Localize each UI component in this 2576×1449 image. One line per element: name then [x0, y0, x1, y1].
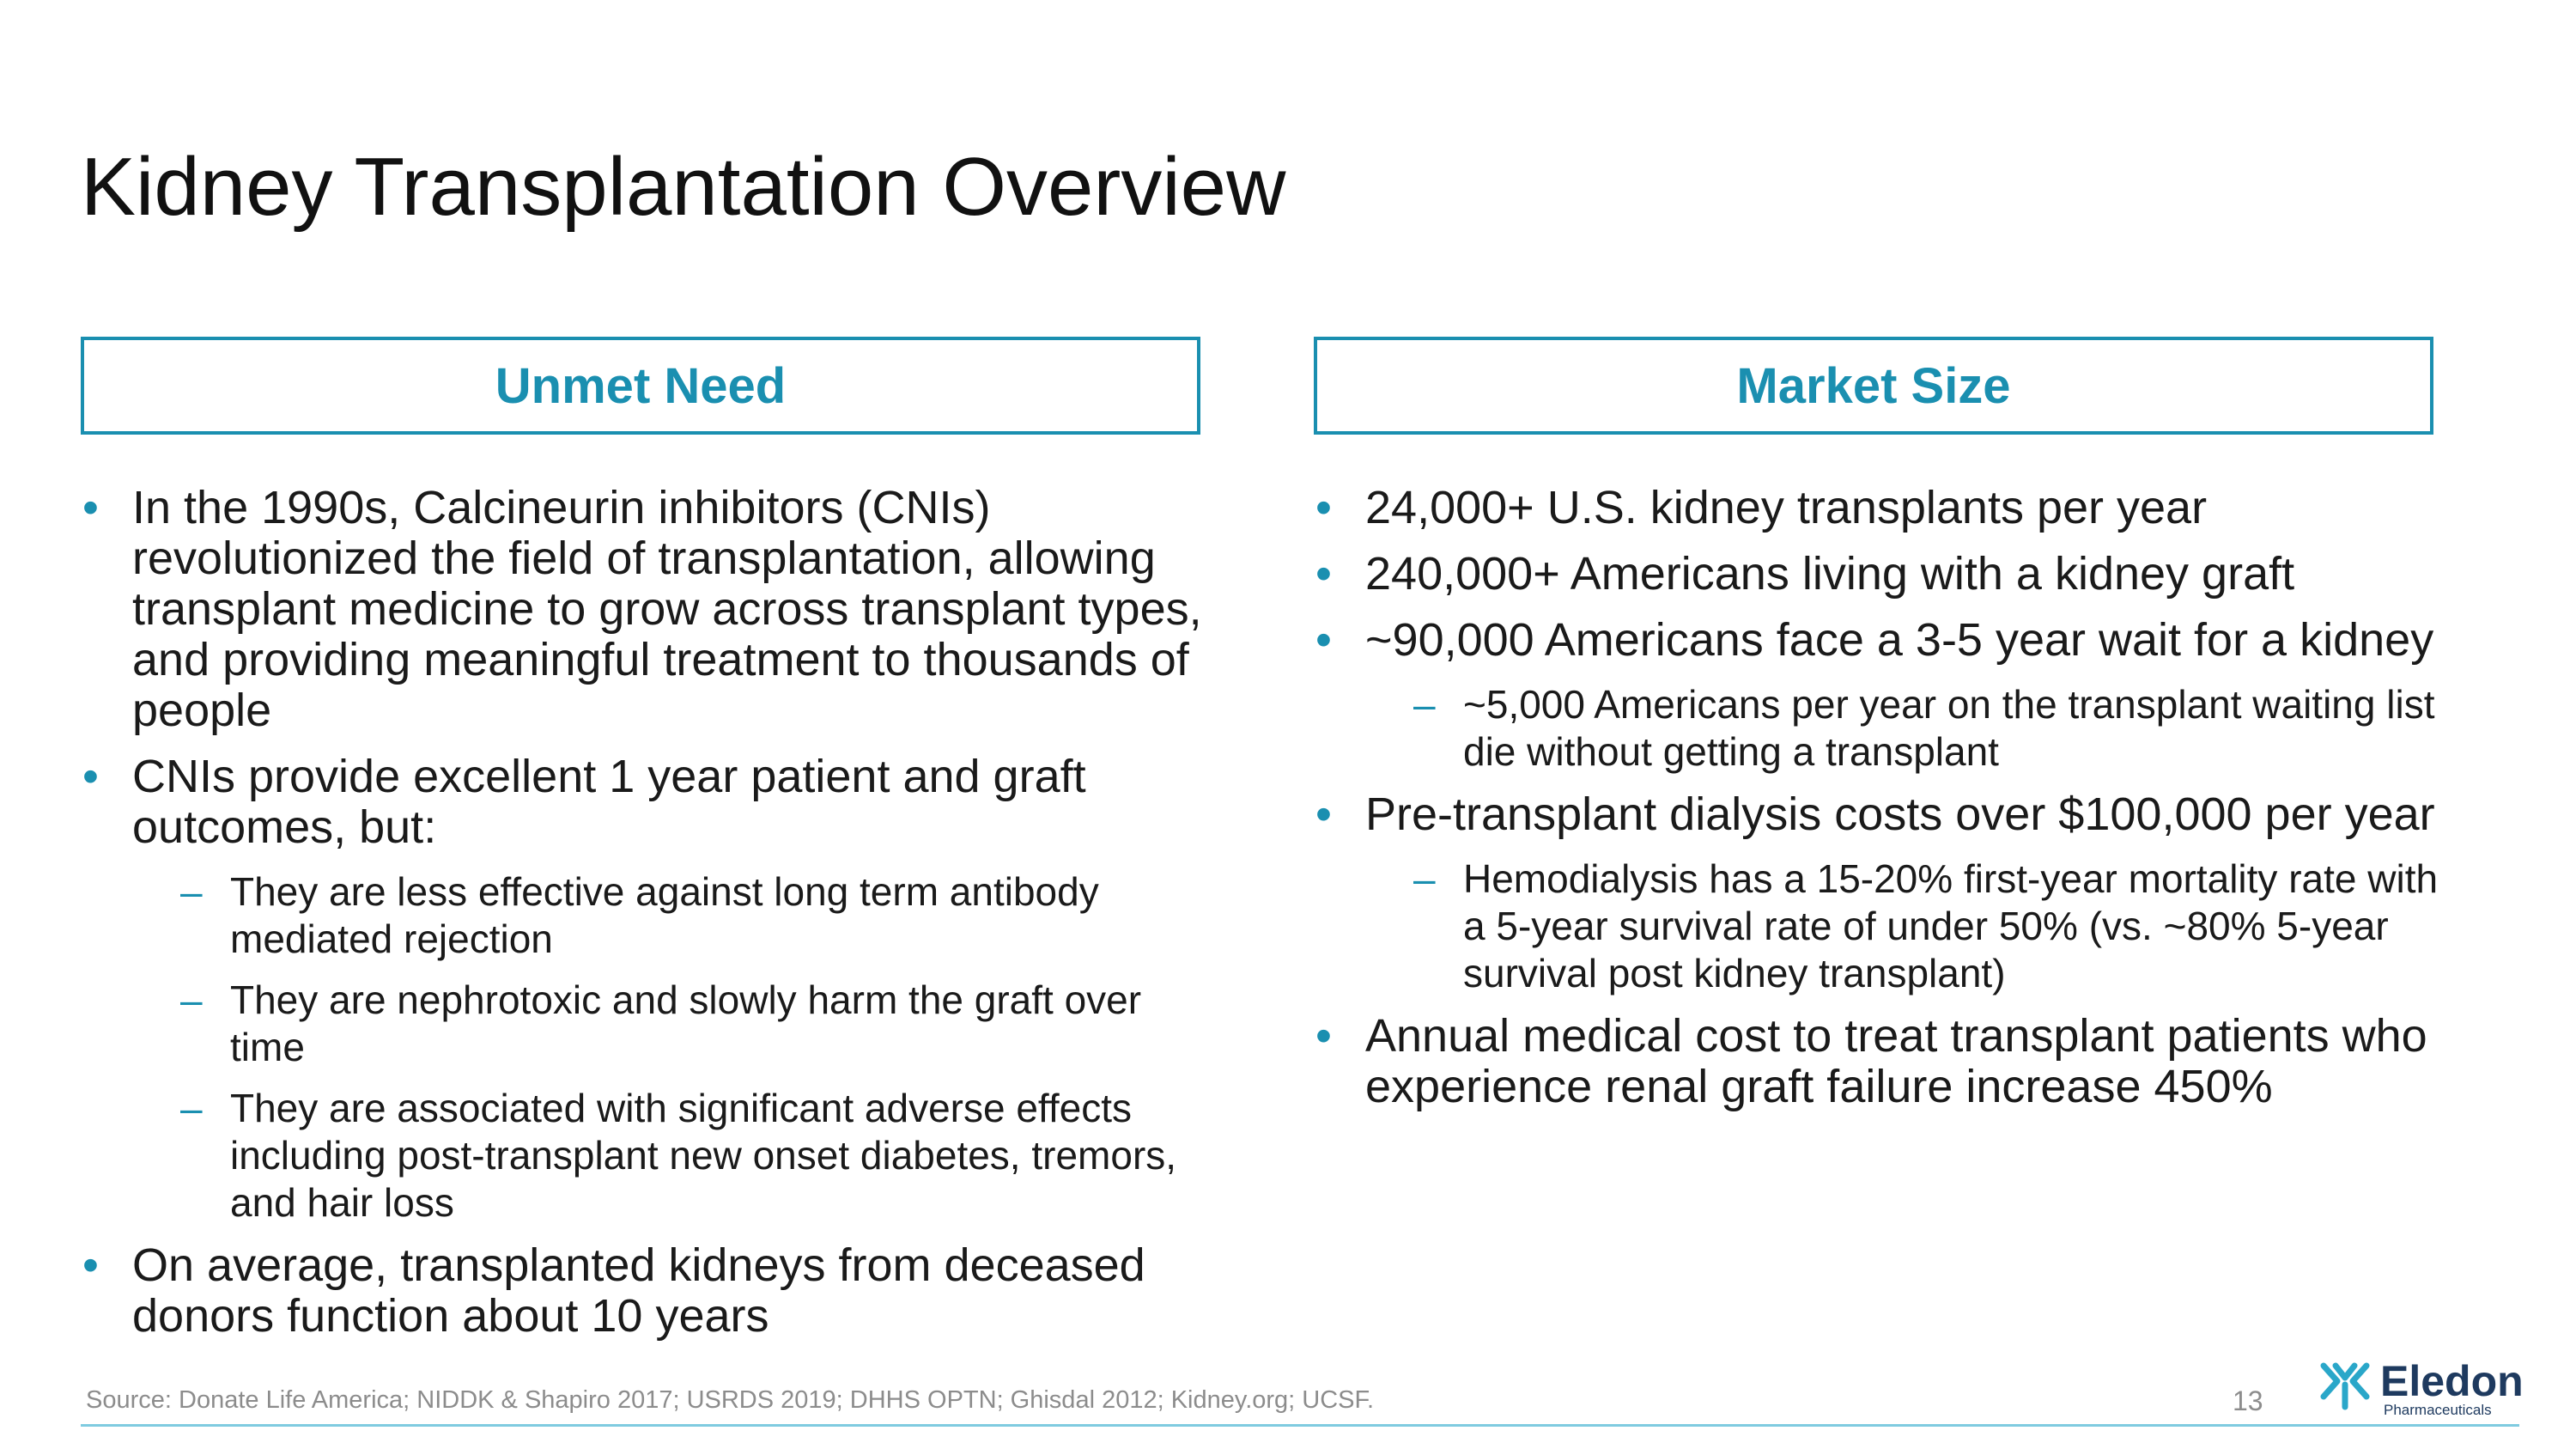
- list-item-text: ~5,000 Americans per year on the transpl…: [1463, 682, 2435, 774]
- dash-marker: –: [1413, 856, 1436, 901]
- bullet-marker: •: [82, 1239, 99, 1291]
- list-item-text: In the 1990s, Calcineurin inhibitors (CN…: [132, 482, 1202, 736]
- bullet-marker: •: [1315, 482, 1332, 533]
- dash-marker: –: [180, 977, 203, 1022]
- slide-title: Kidney Transplantation Overview: [81, 141, 1286, 233]
- eledon-logo: Eledon Pharmaceuticals: [2318, 1357, 2524, 1418]
- list-item-text: Hemodialysis has a 15-20% first-year mor…: [1463, 856, 2439, 995]
- sub-list-item: – They are nephrotoxic and slowly harm th…: [81, 977, 1206, 1071]
- list-item-text: 240,000+ Americans living with a kidney …: [1365, 548, 2295, 600]
- list-item: • On average, transplanted kidneys from d…: [81, 1240, 1206, 1342]
- sub-list-item: – Hemodialysis has a 15-20% first-year mo…: [1314, 855, 2447, 997]
- list-item: • CNIs provide excellent 1 year patient a…: [81, 752, 1206, 853]
- bullet-marker: •: [82, 482, 99, 533]
- dash-marker: –: [180, 869, 203, 914]
- list-item-text: On average, transplanted kidneys from de…: [132, 1239, 1145, 1342]
- list-item-text: ~90,000 Americans face a 3-5 year wait f…: [1365, 614, 2434, 666]
- list-item: • 240,000+ Americans living with a kidney…: [1314, 549, 2447, 600]
- list-item-text: CNIs provide excellent 1 year patient an…: [132, 751, 1086, 853]
- list-item: • Pre-transplant dialysis costs over $100…: [1314, 789, 2447, 840]
- sub-list-item: – They are associated with significant ad…: [81, 1085, 1206, 1227]
- bullet-marker: •: [1315, 548, 1332, 600]
- list-item: • 24,000+ U.S. kidney transplants per yea…: [1314, 483, 2447, 533]
- logo-subtitle: Pharmaceuticals: [2384, 1402, 2492, 1418]
- bullet-marker: •: [1315, 614, 1332, 666]
- list-item-text: Annual medical cost to treat transplant …: [1365, 1010, 2427, 1112]
- list-item: • Annual medical cost to treat transplant…: [1314, 1011, 2447, 1112]
- list-item-text: They are less effective against long ter…: [230, 869, 1099, 961]
- source-note: Source: Donate Life America; NIDDK & Sha…: [86, 1386, 1375, 1414]
- list-item-text: Pre-transplant dialysis costs over $100,…: [1365, 788, 2435, 840]
- bullet-marker: •: [82, 751, 99, 802]
- market-size-list: • 24,000+ U.S. kidney transplants per yea…: [1314, 483, 2447, 1128]
- unmet-need-list: • In the 1990s, Calcineurin inhibitors (C…: [81, 483, 1206, 1357]
- dash-marker: –: [180, 1086, 203, 1130]
- market-size-header: Market Size: [1314, 337, 2433, 435]
- unmet-need-header: Unmet Need: [81, 337, 1200, 435]
- list-item: • In the 1990s, Calcineurin inhibitors (C…: [81, 483, 1206, 736]
- list-item: • ~90,000 Americans face a 3-5 year wait …: [1314, 615, 2447, 666]
- list-item-text: They are nephrotoxic and slowly harm the…: [230, 977, 1142, 1069]
- list-item-text: They are associated with significant adv…: [230, 1086, 1177, 1225]
- dash-marker: –: [1413, 682, 1436, 727]
- bullet-marker: •: [1315, 788, 1332, 840]
- bullet-marker: •: [1315, 1010, 1332, 1062]
- logo-name: Eledon: [2380, 1357, 2524, 1405]
- page-number: 13: [2233, 1385, 2263, 1416]
- sub-list-item: – They are less effective against long te…: [81, 868, 1206, 963]
- eledon-logo-icon: [2320, 1362, 2370, 1410]
- list-item-text: 24,000+ U.S. kidney transplants per year: [1365, 482, 2208, 533]
- footer-divider: [81, 1424, 2519, 1427]
- sub-list-item: – ~5,000 Americans per year on the transp…: [1314, 681, 2447, 776]
